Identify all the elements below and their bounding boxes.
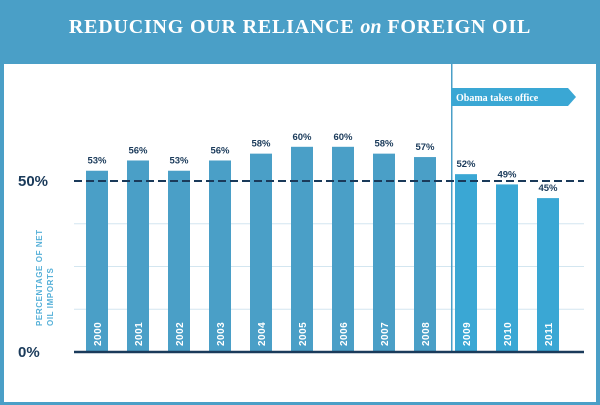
- y-tick-label: 50%: [18, 173, 48, 190]
- y-axis-title-line1: PERCENTAGE OF NET: [35, 229, 44, 326]
- annotation-flag: [451, 88, 576, 106]
- value-label: 53%: [87, 156, 107, 167]
- value-label: 60%: [333, 132, 353, 143]
- value-label: 58%: [251, 139, 271, 150]
- value-label: 56%: [210, 145, 230, 156]
- chart-title: REDUCING OUR RELIANCE on FOREIGN OIL: [0, 16, 600, 39]
- value-label: 52%: [456, 159, 476, 170]
- category-label: 2010: [503, 322, 514, 346]
- category-label: 2009: [462, 322, 473, 346]
- category-label: 2008: [421, 322, 432, 346]
- bar: [209, 160, 231, 352]
- value-label: 57%: [415, 142, 435, 153]
- bar: [373, 153, 395, 352]
- annotation-divider: [451, 64, 453, 352]
- bar: [496, 184, 518, 352]
- category-label: 2003: [216, 322, 227, 346]
- value-label: 60%: [292, 132, 312, 143]
- y-axis-title-line2: OIL IMPORTS: [46, 267, 55, 326]
- bar: [332, 146, 354, 352]
- category-label: 2002: [175, 322, 186, 346]
- category-label: 2001: [134, 322, 145, 346]
- category-label: 2000: [93, 322, 104, 346]
- category-label: 2007: [380, 322, 391, 346]
- value-label: 58%: [374, 139, 394, 150]
- title-part-2: FOREIGN OIL: [387, 16, 532, 38]
- category-label: 2011: [544, 322, 555, 346]
- category-label: 2005: [298, 322, 309, 346]
- title-part-1: REDUCING OUR RELIANCE: [68, 16, 355, 38]
- bar: [414, 157, 436, 352]
- chart-header: REDUCING OUR RELIANCE on FOREIGN OIL: [0, 0, 600, 64]
- value-label: 49%: [497, 169, 517, 180]
- bar: [86, 170, 108, 352]
- category-label: 2006: [339, 322, 350, 346]
- category-label: 2004: [257, 322, 268, 346]
- bar: [537, 198, 559, 352]
- value-label: 53%: [169, 156, 189, 167]
- y-tick-label: 0%: [18, 344, 40, 361]
- bar: [168, 170, 190, 352]
- bar: [250, 153, 272, 352]
- bar: [127, 160, 149, 352]
- annotation-label: Obama takes office: [456, 93, 539, 104]
- bar: [455, 174, 477, 352]
- value-label: 56%: [128, 145, 148, 156]
- title-emphasis: on: [360, 16, 382, 38]
- chart-panel: Obama takes office 53% 2000 56% 2001 53% 2002 5…: [4, 64, 596, 402]
- bar-chart: Obama takes office 53% 2000 56% 2001 53% 2002 5…: [18, 64, 584, 361]
- bar: [291, 146, 313, 352]
- value-label: 45%: [538, 183, 558, 194]
